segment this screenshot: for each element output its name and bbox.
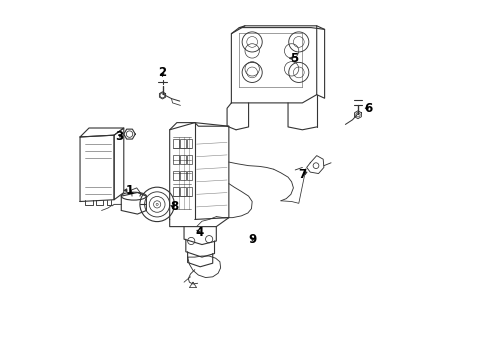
Text: 4: 4 bbox=[195, 226, 203, 239]
Bar bbox=[173, 171, 179, 180]
Bar bbox=[180, 139, 186, 148]
Bar bbox=[180, 171, 186, 180]
Text: 1: 1 bbox=[125, 184, 134, 197]
Bar bbox=[187, 155, 192, 164]
Text: 6: 6 bbox=[365, 103, 373, 116]
Bar bbox=[173, 187, 179, 196]
Text: 8: 8 bbox=[170, 201, 178, 213]
Text: 7: 7 bbox=[298, 168, 306, 181]
Text: 3: 3 bbox=[115, 130, 123, 143]
Bar bbox=[187, 139, 192, 148]
Bar bbox=[180, 187, 186, 196]
Bar bbox=[173, 139, 179, 148]
Bar bbox=[180, 155, 186, 164]
Text: 9: 9 bbox=[249, 233, 257, 246]
Bar bbox=[173, 155, 179, 164]
Bar bbox=[187, 187, 192, 196]
Circle shape bbox=[156, 203, 158, 206]
Bar bbox=[187, 171, 192, 180]
Text: 2: 2 bbox=[158, 66, 167, 79]
Text: 5: 5 bbox=[291, 51, 298, 64]
